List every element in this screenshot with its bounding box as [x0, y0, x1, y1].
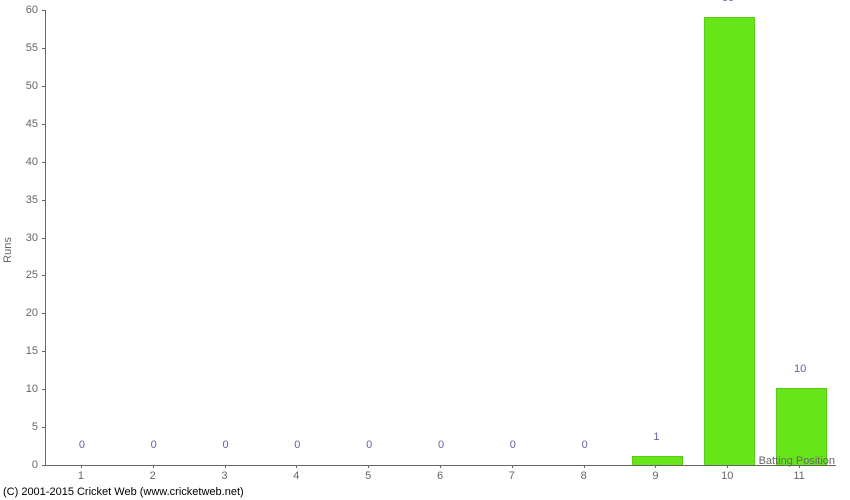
bar — [776, 388, 827, 465]
y-tick-label: 20 — [2, 307, 38, 319]
bar-value-label: 0 — [510, 439, 516, 451]
x-tick-label: 9 — [652, 470, 658, 482]
y-tick-mark — [42, 389, 45, 390]
bar-value-label: 0 — [438, 439, 444, 451]
x-tick-label: 2 — [150, 470, 156, 482]
x-tick-label: 8 — [581, 470, 587, 482]
x-tick-mark — [81, 465, 82, 468]
y-tick-label: 60 — [2, 4, 38, 16]
chart-container: 0000000015910 Runs Batting Position (C) … — [0, 0, 850, 500]
y-tick-mark — [42, 162, 45, 163]
y-tick-label: 5 — [2, 421, 38, 433]
bar — [704, 17, 755, 465]
x-tick-mark — [296, 465, 297, 468]
y-tick-label: 45 — [2, 118, 38, 130]
y-tick-label: 55 — [2, 42, 38, 54]
copyright-text: (C) 2001-2015 Cricket Web (www.cricketwe… — [3, 486, 244, 498]
x-axis-title: Batting Position — [759, 455, 835, 467]
bar-value-label: 10 — [794, 363, 806, 375]
y-tick-mark — [42, 200, 45, 201]
x-tick-label: 1 — [78, 470, 84, 482]
y-tick-label: 25 — [2, 269, 38, 281]
bar-value-label: 0 — [79, 439, 85, 451]
x-tick-label: 10 — [721, 470, 733, 482]
bar-value-label: 0 — [222, 439, 228, 451]
x-tick-mark — [153, 465, 154, 468]
x-tick-mark — [727, 465, 728, 468]
x-tick-mark — [799, 465, 800, 468]
x-tick-label: 7 — [509, 470, 515, 482]
x-tick-label: 5 — [365, 470, 371, 482]
y-tick-label: 10 — [2, 383, 38, 395]
bar-value-label: 0 — [366, 439, 372, 451]
x-tick-mark — [584, 465, 585, 468]
y-tick-label: 50 — [2, 80, 38, 92]
x-tick-mark — [655, 465, 656, 468]
y-tick-label: 0 — [2, 459, 38, 471]
x-tick-mark — [512, 465, 513, 468]
y-tick-mark — [42, 86, 45, 87]
y-tick-label: 30 — [2, 232, 38, 244]
y-tick-label: 35 — [2, 194, 38, 206]
y-tick-label: 15 — [2, 345, 38, 357]
x-tick-label: 6 — [437, 470, 443, 482]
bar-value-label: 0 — [582, 439, 588, 451]
bar — [632, 456, 683, 465]
x-tick-mark — [225, 465, 226, 468]
x-tick-label: 4 — [293, 470, 299, 482]
y-tick-mark — [42, 465, 45, 466]
x-tick-mark — [440, 465, 441, 468]
x-tick-label: 11 — [793, 470, 804, 482]
y-tick-mark — [42, 351, 45, 352]
y-tick-label: 40 — [2, 156, 38, 168]
y-tick-mark — [42, 238, 45, 239]
plot-area: 0000000015910 — [45, 10, 836, 466]
y-tick-mark — [42, 10, 45, 11]
bar-value-label: 0 — [151, 439, 157, 451]
y-tick-mark — [42, 124, 45, 125]
bar-value-label: 1 — [653, 431, 659, 443]
bar-value-label: 0 — [294, 439, 300, 451]
y-tick-mark — [42, 427, 45, 428]
y-tick-mark — [42, 313, 45, 314]
y-tick-mark — [42, 48, 45, 49]
y-tick-mark — [42, 275, 45, 276]
x-tick-mark — [368, 465, 369, 468]
x-tick-label: 3 — [221, 470, 227, 482]
bar-value-label: 59 — [722, 0, 734, 4]
